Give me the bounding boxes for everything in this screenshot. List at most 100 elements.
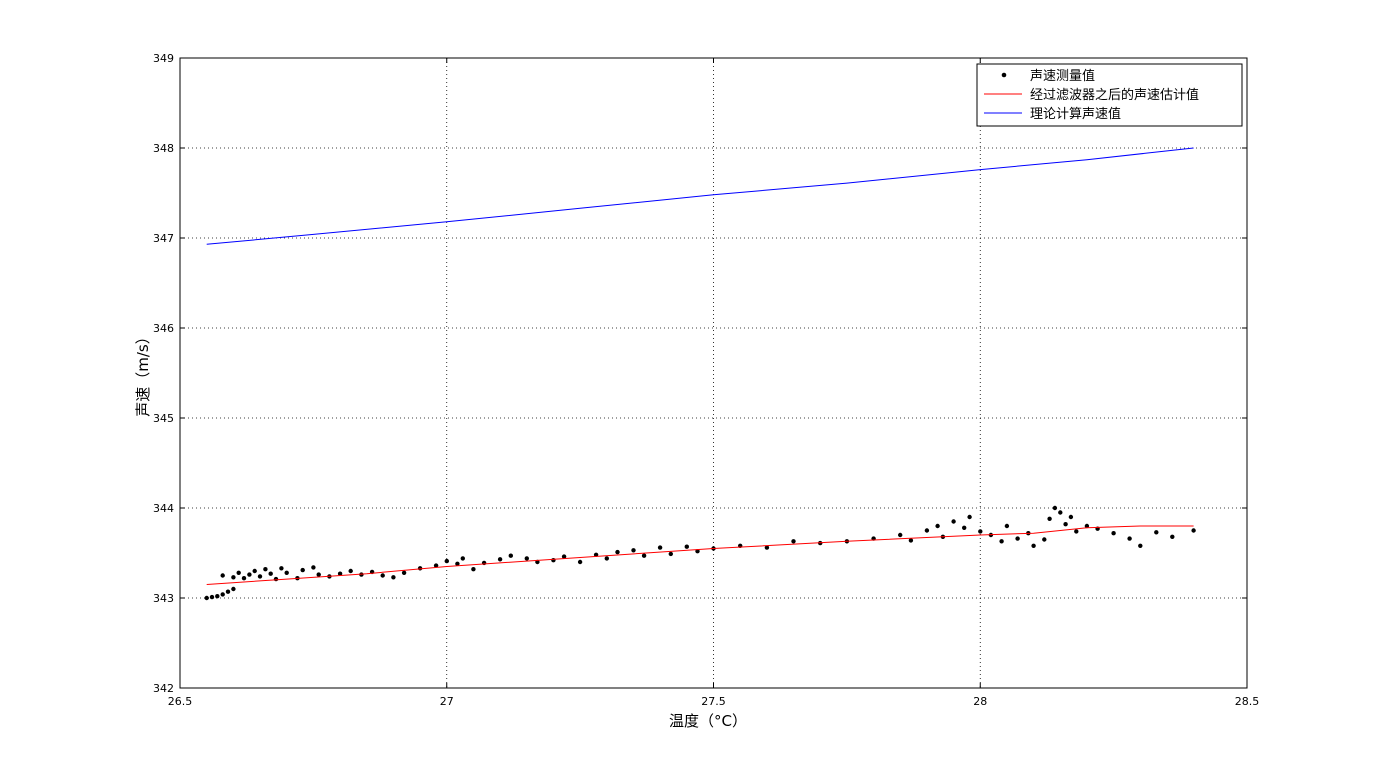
y-tick-label: 348 [153,142,174,155]
measured-point [615,549,620,555]
measured-point [401,570,407,575]
y-tick-label: 349 [153,52,174,65]
measured-point [220,573,225,578]
measured-point [460,556,465,561]
measured-point [551,558,556,563]
measured-point [316,572,321,577]
measured-point [657,545,663,550]
grid [180,58,1247,688]
y-tick-label: 344 [153,502,174,515]
measured-point [1138,543,1143,548]
measured-point [273,576,279,582]
measured-point [791,539,796,544]
measured-point [1154,530,1159,535]
measured-point [1170,534,1175,539]
measured-point [380,573,385,578]
measured-point [311,565,316,570]
y-tick-label: 343 [153,592,174,605]
measured-point [247,572,252,577]
measured-point [1191,528,1196,533]
measured-point [497,557,503,562]
measured-point [577,559,583,565]
x-tick-label: 27 [440,695,454,708]
measured-point [641,553,647,558]
measured-point [908,538,914,543]
measured-point [209,594,215,600]
y-tick-label: 345 [153,412,174,425]
measured-point [1063,522,1068,527]
measured-point [231,575,236,580]
legend-marker-measured [1001,72,1007,78]
x-axis-title: 温度（°C） [669,712,747,730]
measured-point [1047,516,1052,521]
measured-point [1031,543,1036,548]
x-tick-label: 26.5 [168,695,193,708]
measured-point [561,554,567,559]
measured-point [1127,536,1132,541]
measured-point [1042,537,1047,542]
measured-point [268,571,273,576]
measured-point [215,594,220,599]
measured-point [455,561,460,566]
measured-point [935,523,940,529]
measured-point [508,553,513,558]
measured-point [471,567,476,572]
measured-point [241,576,247,581]
measured-point [1074,529,1079,534]
measured-point [220,592,225,597]
measured-point [999,539,1004,544]
measured-point [279,566,284,571]
measured-point [631,548,636,553]
x-tick-label: 28.5 [1235,695,1260,708]
measured-point [236,570,241,575]
axes: 26.5 27 27.5 28 28.5 342 343 344 345 346 347 348 349 [153,52,1259,708]
measured-point [1058,510,1063,515]
measured-point [967,514,972,520]
measured-point [684,544,689,549]
measured-point [1004,523,1010,529]
y-tick-label: 347 [153,232,174,245]
measured-point [962,525,967,530]
measured-point [225,589,231,594]
measured-point [1084,523,1090,529]
measured-point [252,568,257,574]
y-axis-title: 声速（m/s） [134,329,152,416]
legend-box [976,63,1243,127]
measured-point [433,563,439,568]
measured-point [1068,514,1074,520]
legend-label-measured: 声速测量值 [1030,68,1095,84]
measured-point [951,519,956,524]
measured-point [898,532,903,538]
legend-label-theoretical: 理论计算声速值 [1030,106,1121,122]
measured-point [1052,505,1058,511]
x-tick-label: 28 [973,695,987,708]
y-tick-label: 342 [153,682,174,695]
measured-point [444,558,449,564]
measured-point [978,529,983,534]
plot-area [180,58,1247,688]
measured-point [924,528,930,533]
y-tick-label: 346 [153,322,174,335]
measured-point [1015,536,1020,541]
measured-point [1111,531,1116,536]
measured-point [300,567,305,573]
measured-point [391,575,396,580]
measured-point [257,574,263,579]
measured-point [263,567,268,572]
measured-point [668,551,673,557]
measured-point [204,595,209,601]
measured-point [604,556,609,561]
measured-point [348,568,353,574]
measured-point [284,570,289,575]
legend: 声速测量值 经过滤波器之后的声速估计值 理论计算声速值 [976,63,1243,127]
measured-point [524,556,529,561]
filtered-estimate-line [206,525,1194,585]
measured-point [337,571,343,576]
legend-label-filtered: 经过滤波器之后的声速估计值 [1030,87,1199,103]
theoretical-speed-line [206,147,1194,245]
measured-point [764,545,770,550]
measured-point [231,586,236,592]
x-tick-label: 27.5 [701,695,726,708]
series-layer [204,147,1196,601]
